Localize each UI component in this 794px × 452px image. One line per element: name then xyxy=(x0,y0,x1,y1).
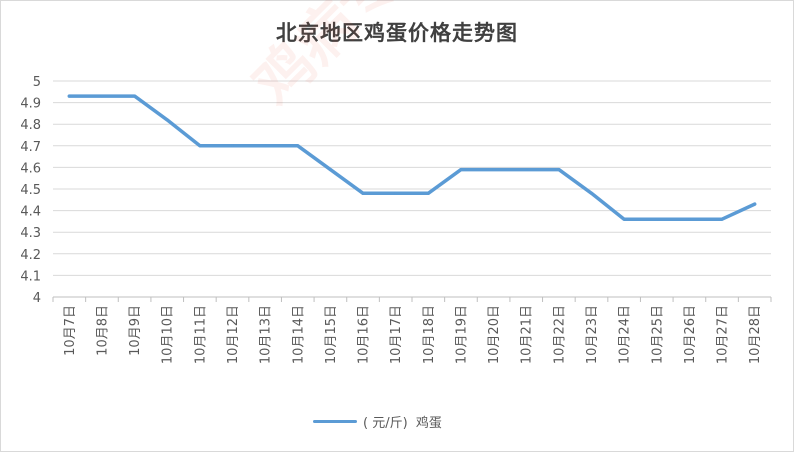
data-point xyxy=(720,217,724,221)
data-point xyxy=(328,168,332,172)
x-tick-label: 10月10日 xyxy=(161,305,176,364)
data-point xyxy=(394,191,398,195)
data-point xyxy=(753,202,757,206)
chart-title: 北京地区鸡蛋价格走势图 xyxy=(276,21,518,45)
data-point xyxy=(426,191,430,195)
x-tick-label: 10月21日 xyxy=(520,305,535,364)
x-tick-label: 10月7日 xyxy=(63,305,78,356)
x-tick-label: 10月18日 xyxy=(422,305,437,364)
x-tick-label: 10月24日 xyxy=(618,305,633,364)
y-tick-label: 5 xyxy=(33,75,41,90)
x-tick-label: 10月8日 xyxy=(95,305,110,356)
data-point xyxy=(557,168,561,172)
data-point xyxy=(361,191,365,195)
x-tick-label: 10月27日 xyxy=(716,305,731,364)
data-point xyxy=(524,168,528,172)
y-tick-label: 4.9 xyxy=(20,97,41,112)
y-tick-label: 4 xyxy=(33,291,41,306)
x-tick-label: 10月17日 xyxy=(389,305,404,364)
data-point xyxy=(198,144,202,148)
data-point xyxy=(459,168,463,172)
data-point xyxy=(655,217,659,221)
x-tick-label: 10月13日 xyxy=(259,305,274,364)
data-point xyxy=(622,217,626,221)
data-point xyxy=(687,217,691,221)
x-tick-label: 10月14日 xyxy=(291,305,306,364)
data-point xyxy=(231,144,234,148)
x-tick-label: 10月20日 xyxy=(487,305,502,364)
y-tick-label: 4.6 xyxy=(20,161,41,176)
data-point xyxy=(492,168,496,172)
x-axis xyxy=(52,296,772,302)
x-tick-label: 10月25日 xyxy=(650,305,665,364)
x-tick-label: 10月19日 xyxy=(454,305,469,364)
legend-label-egg: ( 元/斤) 鸡蛋 xyxy=(363,415,442,431)
x-tick-label: 10月11日 xyxy=(193,305,208,364)
data-point xyxy=(296,144,300,148)
data-point xyxy=(133,94,137,98)
data-point xyxy=(165,118,169,122)
x-tick-label: 10月9日 xyxy=(128,305,143,356)
y-tick-label: 4.3 xyxy=(20,226,41,241)
x-tick-label: 10月23日 xyxy=(585,305,600,364)
data-point xyxy=(100,94,104,98)
x-tick-label: 10月28日 xyxy=(748,305,763,364)
series-line-egg xyxy=(67,94,757,221)
y-tick-label: 4.7 xyxy=(20,140,41,155)
gridlines xyxy=(53,80,771,276)
x-axis-ticks: 10月7日 10月8日 10月9日 10月10日 10月11日 10月12日 10月13日 1… xyxy=(63,305,763,364)
y-tick-label: 4.4 xyxy=(20,205,41,220)
y-tick-label: 4.5 xyxy=(20,183,41,198)
y-tick-label: 4.8 xyxy=(20,118,41,133)
data-point xyxy=(263,144,267,148)
y-tick-label: 4.2 xyxy=(20,248,41,263)
y-axis-ticks: 4 4.1 4.2 4.3 4.4 4.5 4.6 4.7 4.8 4.9 5 xyxy=(20,75,41,306)
x-tick-label: 10月12日 xyxy=(226,305,241,364)
legend-swatch-egg xyxy=(313,419,357,423)
x-tick-label: 10月26日 xyxy=(683,305,698,364)
series-lines xyxy=(67,94,757,221)
data-point xyxy=(67,94,71,98)
data-point xyxy=(590,191,593,195)
x-tick-label: 10月22日 xyxy=(552,305,567,364)
legend: ( 元/斤) 鸡蛋 xyxy=(313,411,442,431)
y-tick-label: 4.1 xyxy=(20,269,41,284)
x-tick-label: 10月15日 xyxy=(324,305,339,364)
x-tick-label: 10月16日 xyxy=(357,305,372,364)
